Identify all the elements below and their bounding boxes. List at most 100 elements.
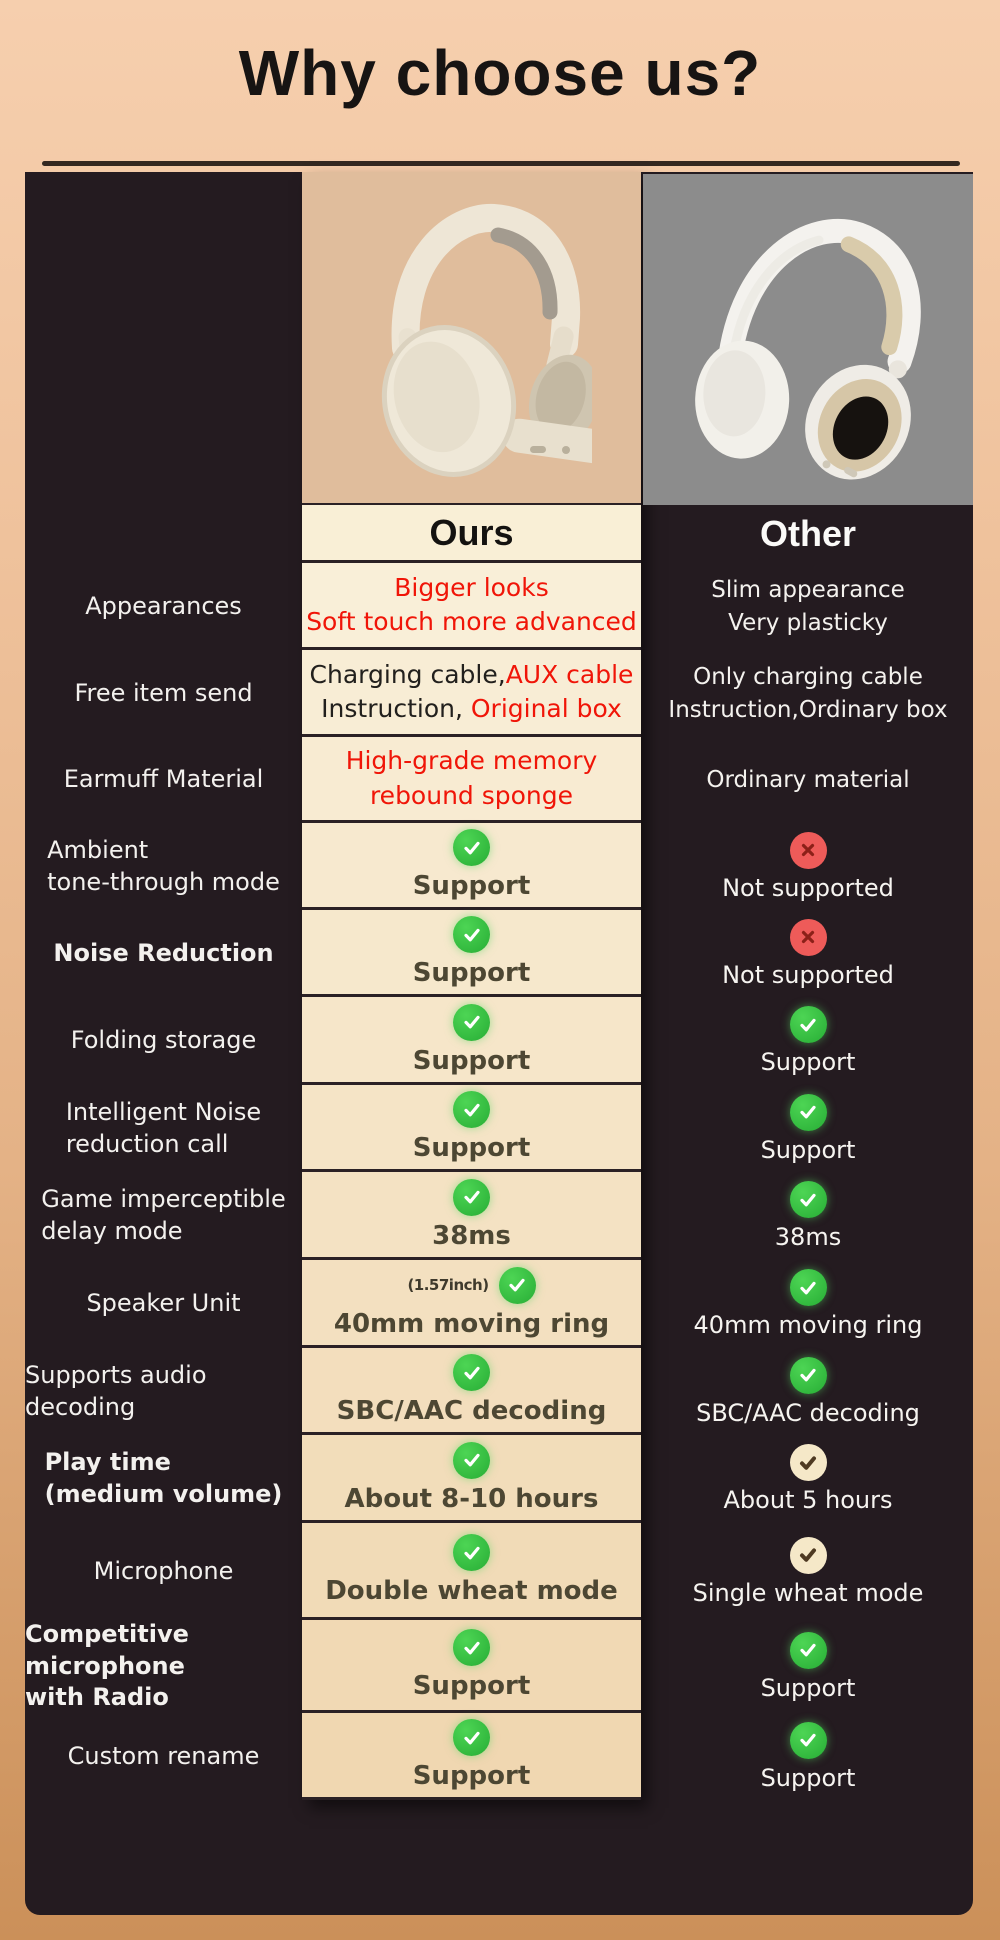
size-note: (1.57inch) xyxy=(407,1276,489,1294)
ours-cell: High-grade memory rebound sponge xyxy=(302,737,641,820)
ours-value-text: 40mm moving ring xyxy=(333,1308,610,1339)
ours-cell: 38ms xyxy=(302,1172,641,1257)
check-green-icon xyxy=(453,1003,490,1041)
feature-label-line: Intelligent Noise xyxy=(65,1097,262,1126)
feature-label-text: Competitive microphone with Radio xyxy=(25,1619,302,1714)
other-cell: Support xyxy=(643,1620,973,1713)
ours-icon-wrap xyxy=(453,1003,490,1041)
other-value-text: Support xyxy=(760,1048,856,1076)
feature-label-line: Competitive microphone xyxy=(25,1620,189,1680)
other-cell: About 5 hours xyxy=(643,1435,973,1523)
check-green-icon xyxy=(453,829,490,866)
feature-label-line: Folding storage xyxy=(70,1026,257,1055)
feature-label-line: tone-through mode xyxy=(47,867,280,896)
highlight-text: Soft touch more advanced xyxy=(306,607,637,636)
feature-label: Ambient tone-through mode xyxy=(25,823,302,910)
labels-column: Appearances Free item send Earmuff Materia… xyxy=(25,172,302,1800)
feature-label-text: Intelligent Noise reduction call xyxy=(66,1097,261,1160)
ours-text-line: rebound sponge xyxy=(370,779,573,814)
ours-cell: Support xyxy=(302,1085,641,1169)
other-cell: SBC/AAC decoding xyxy=(643,1348,973,1435)
ours-cell: Support xyxy=(302,823,641,907)
ours-icon-wrap xyxy=(453,1441,490,1479)
other-text-line: Only charging cable xyxy=(693,663,923,690)
ours-product-image xyxy=(302,172,641,503)
feature-label-text: Folding storage xyxy=(71,1025,256,1057)
highlight-text: rebound sponge xyxy=(369,780,574,810)
feature-label-text: Play time (medium volume) xyxy=(45,1447,283,1510)
ours-value-text: Double wheat mode xyxy=(325,1576,618,1606)
ours-cell: Support xyxy=(302,910,641,994)
feature-label: Competitive microphone with Radio xyxy=(25,1620,302,1713)
other-value-text: Support xyxy=(760,1673,856,1702)
feature-label-line: Play time xyxy=(44,1448,171,1477)
ours-value-text: Support xyxy=(412,1761,531,1791)
ours-text-line: Bigger looks xyxy=(394,571,548,606)
feature-label-text: Game imperceptible delay mode xyxy=(41,1184,285,1247)
ours-cell: Support xyxy=(302,1713,641,1797)
check-green-icon xyxy=(789,1356,827,1394)
other-header-cell: Other xyxy=(759,513,856,554)
other-column: Other Slim appearance Very plasticky Only … xyxy=(643,172,973,1800)
ours-text-line: Instruction, Original box xyxy=(321,692,622,727)
feature-label: Free item send xyxy=(25,650,302,737)
feature-label-text: Noise Reduction xyxy=(53,938,273,970)
check-cream-icon xyxy=(789,1444,827,1481)
ours-cell: Support xyxy=(302,1620,641,1710)
feature-label: Earmuff Material xyxy=(25,737,302,823)
other-cell: Support xyxy=(643,1085,973,1172)
other-cell: Support xyxy=(643,1713,973,1800)
feature-label-line: Microphone xyxy=(93,1556,234,1585)
check-cream-icon xyxy=(789,1536,827,1574)
other-cell: 38ms xyxy=(643,1172,973,1260)
ours-cell: Support xyxy=(302,997,641,1082)
feature-label: Noise Reduction xyxy=(25,910,302,997)
feature-label-line: reduction call xyxy=(65,1129,229,1158)
feature-label-line: Noise Reduction xyxy=(53,938,274,967)
other-value-text: About 5 hours xyxy=(723,1486,893,1514)
ours-icon-wrap xyxy=(453,829,490,866)
highlight-text: AUX cable xyxy=(505,659,634,689)
feature-label-line: Game imperceptible xyxy=(41,1185,286,1214)
ours-icon-wrap xyxy=(453,1534,490,1571)
ours-icon-wrap: (1.57inch) xyxy=(407,1266,536,1304)
plain-text: Instruction, xyxy=(321,694,471,723)
feature-label-line: delay mode xyxy=(41,1217,183,1245)
other-text-line: Ordinary material xyxy=(706,766,910,793)
plain-text: Charging cable, xyxy=(309,659,506,689)
ours-column: Ours Bigger looks Soft touch more advance… xyxy=(302,172,641,1800)
check-green-icon xyxy=(453,1178,490,1216)
other-value-text: Not supported xyxy=(722,960,894,989)
feature-label: Play time (medium volume) xyxy=(25,1435,302,1523)
feature-label-line: with Radio xyxy=(25,1683,169,1712)
ours-value-text: Support xyxy=(412,871,531,901)
ours-cell: Double wheat mode xyxy=(302,1523,641,1617)
divider-rule xyxy=(42,161,960,166)
other-cell: 40mm moving ring xyxy=(643,1260,973,1348)
check-green-icon xyxy=(789,1721,827,1759)
check-green-icon xyxy=(453,916,490,953)
other-cell: Support xyxy=(643,997,973,1085)
feature-label-line: Custom rename xyxy=(67,1741,260,1770)
other-value-text: Support xyxy=(760,1763,856,1792)
feature-label-line: Earmuff Material xyxy=(63,765,264,794)
other-cell: Ordinary material xyxy=(643,737,973,823)
feature-label-text: Microphone xyxy=(94,1556,234,1588)
ours-text-line: Charging cable,AUX cable xyxy=(310,658,634,693)
feature-label: Custom rename xyxy=(25,1713,302,1800)
feature-label: Intelligent Noise reduction call xyxy=(25,1085,302,1172)
cream-headphones-icon xyxy=(381,203,592,477)
x-red-icon xyxy=(789,918,827,956)
feature-label: Supports audio decoding xyxy=(25,1348,302,1435)
ours-value-text: SBC/AAC decoding xyxy=(336,1396,607,1426)
x-red-icon xyxy=(789,831,827,869)
feature-label-text: Supports audio decoding xyxy=(25,1360,302,1423)
check-green-icon xyxy=(453,1091,490,1128)
check-green-icon xyxy=(453,1441,490,1479)
highlight-text: Bigger looks xyxy=(394,572,549,602)
other-text-line: Very plasticky xyxy=(728,609,888,636)
other-cell: Only charging cable Instruction,Ordinary … xyxy=(643,650,973,737)
ours-value-text: Support xyxy=(412,1671,531,1701)
check-green-icon xyxy=(789,1181,827,1218)
